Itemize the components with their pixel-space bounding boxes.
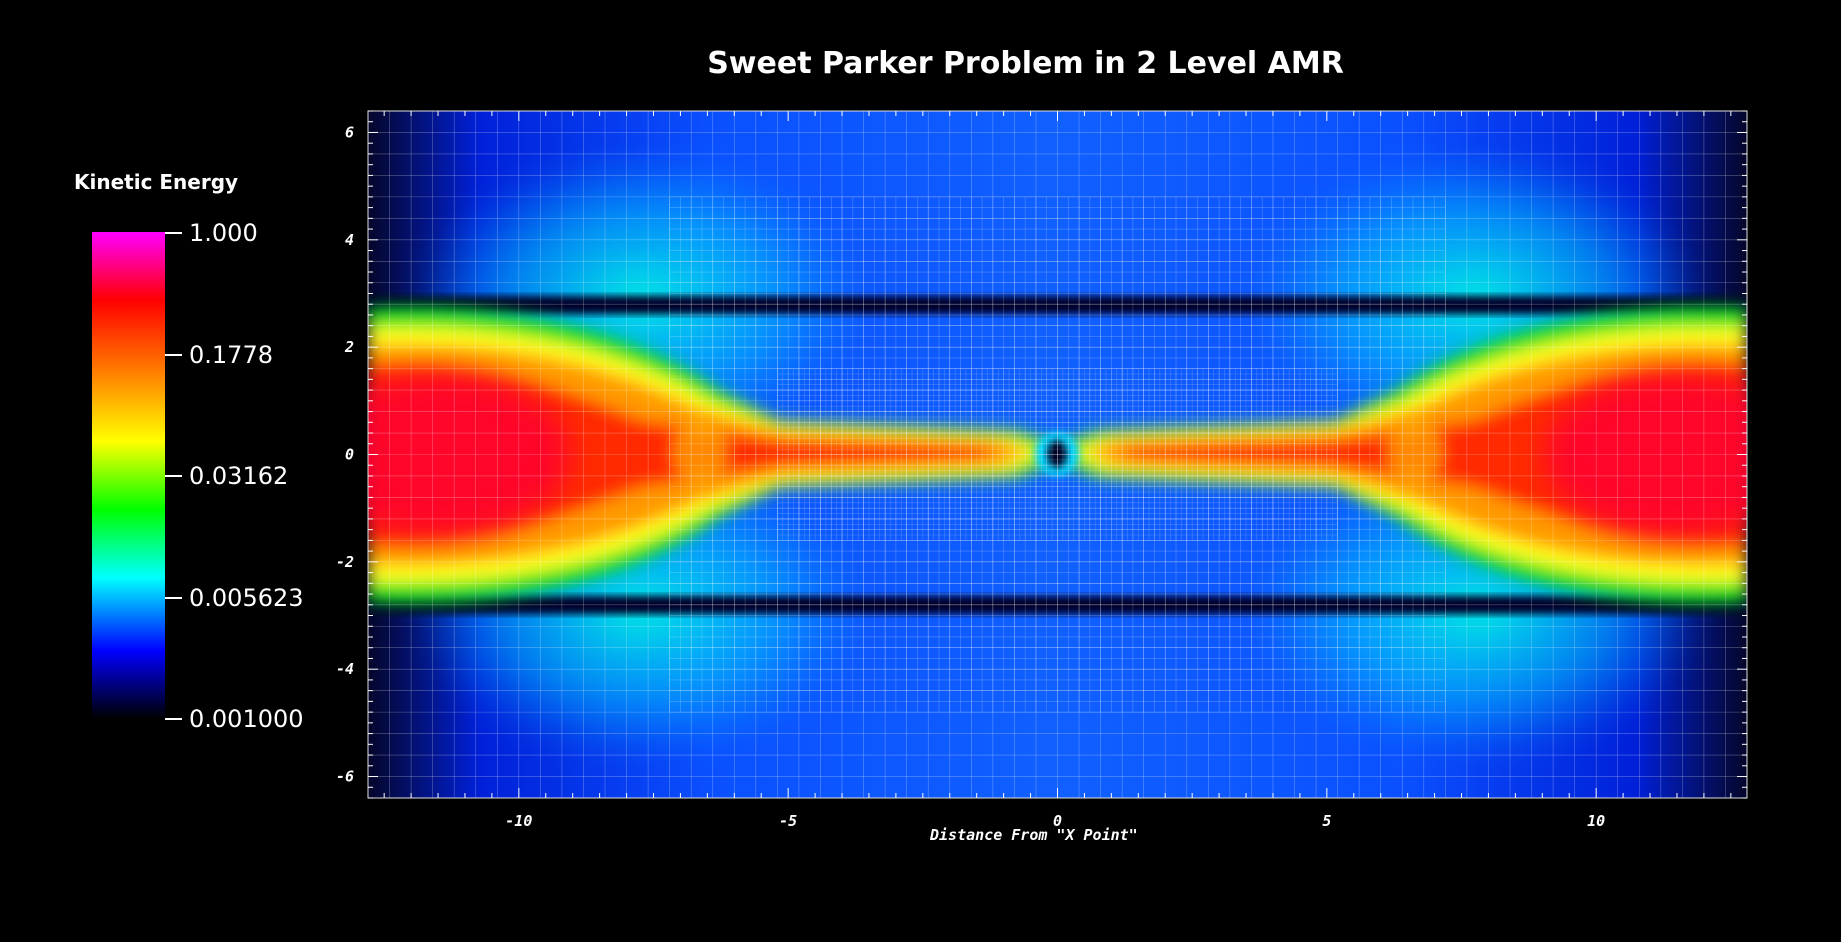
colorbar-label: 1.000: [189, 219, 258, 247]
colorbar-label: 0.03162: [189, 462, 289, 490]
colorbar-tick: [165, 232, 182, 234]
colorbar-tick: [165, 354, 182, 356]
amr-grid: [368, 111, 1747, 798]
colorbar-tick: [165, 597, 182, 599]
y-tick-label: 0: [345, 446, 354, 464]
x-tick-label: 0: [1053, 812, 1062, 830]
colorbar-tick: [165, 475, 182, 477]
colorbar-label: 0.005623: [189, 584, 304, 612]
colorbar-label: 0.001000: [189, 705, 304, 733]
heatmap-field: [368, 111, 1747, 798]
y-tick-label: 4: [345, 231, 354, 249]
x-tick-label: 10: [1587, 812, 1605, 830]
y-tick-label: -2: [336, 553, 354, 571]
colorbar-label: 0.1778: [189, 341, 273, 369]
axes: -10 -5 0 5 10 6 4 2 0 -2 -4 -6: [336, 110, 1747, 830]
y-tick-label: 2: [344, 338, 354, 356]
colorbar: [92, 232, 165, 719]
x-tick-label: -10: [505, 812, 532, 830]
chart-title: Sweet Parker Problem in 2 Level AMR: [707, 46, 1344, 81]
y-tick-label: 6: [345, 123, 354, 141]
y-tick-label: -4: [336, 660, 354, 678]
colorbar-tick: [165, 718, 182, 720]
x-axis-label: Distance From "X Point": [930, 826, 1138, 844]
colorbar-title: Kinetic Energy: [74, 170, 239, 194]
x-tick-label: 5: [1322, 812, 1331, 830]
x-tick-label: -5: [779, 812, 797, 830]
y-tick-label: -6: [336, 768, 354, 786]
